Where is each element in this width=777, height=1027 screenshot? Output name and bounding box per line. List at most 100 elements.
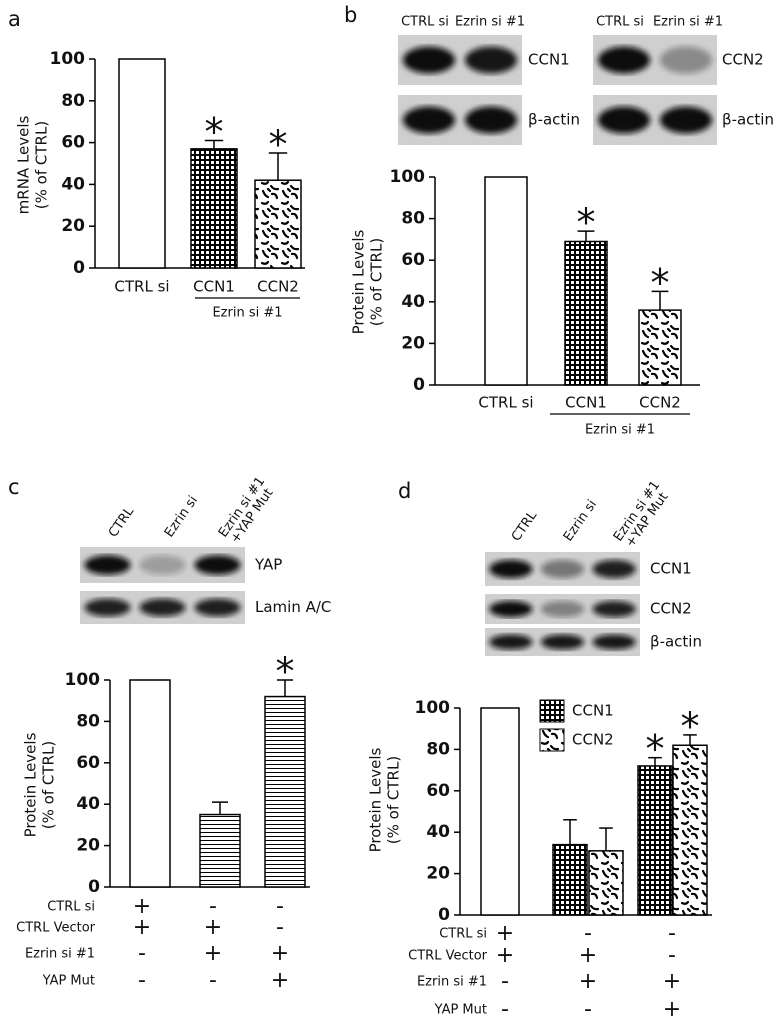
condition-mark: + <box>271 941 289 966</box>
blot-band <box>489 600 533 618</box>
bar <box>129 679 171 888</box>
significance: * <box>276 650 295 694</box>
legend-swatch <box>539 699 565 723</box>
lane-label: Ezrin si #1 <box>653 15 723 30</box>
x-tick-label: CCN2 <box>257 278 299 296</box>
condition-mark: + <box>663 997 681 1022</box>
condition-mark: - <box>584 921 592 946</box>
bar <box>638 309 682 386</box>
blot-band <box>597 46 651 74</box>
condition-mark: + <box>579 943 597 968</box>
blot-band <box>540 559 585 579</box>
blot-label: β-actin <box>722 111 774 129</box>
x-tick-label: CTRL si <box>114 278 169 296</box>
y-tick-label: 20 <box>76 836 100 856</box>
y-axis-label: (% of CTRL) <box>368 238 386 326</box>
y-tick-label: 100 <box>390 167 426 187</box>
condition-label: CTRL Vector <box>16 921 96 936</box>
condition-mark: + <box>496 943 514 968</box>
y-axis-label: (% of CTRL) <box>40 741 58 829</box>
condition-label: YAP Mut <box>42 974 95 989</box>
condition-mark: - <box>276 894 284 919</box>
significance: * <box>577 201 596 245</box>
y-tick-label: 0 <box>413 375 425 395</box>
blot-band <box>464 46 518 74</box>
y-tick-label: 80 <box>76 711 100 731</box>
blot-band <box>489 634 533 650</box>
y-tick-label: 0 <box>88 877 100 897</box>
y-tick-label: 80 <box>61 91 85 111</box>
y-tick-label: 60 <box>426 781 450 801</box>
significance: * <box>205 110 224 154</box>
panel-label: a <box>8 7 21 31</box>
x-tick-label: CTRL si <box>478 394 533 412</box>
bar <box>637 765 673 916</box>
bar <box>254 179 302 269</box>
group-label: Ezrin si #1 <box>212 306 282 321</box>
y-tick-label: 100 <box>415 698 451 718</box>
bar <box>190 148 238 269</box>
legend-label: CCN1 <box>572 702 614 720</box>
condition-label: Ezrin si #1 <box>417 975 487 990</box>
condition-label: CTRL Vector <box>408 949 488 964</box>
y-tick-label: 0 <box>73 258 85 278</box>
bar <box>484 176 528 386</box>
lane-label: Ezrin si <box>162 493 201 540</box>
blot-label: CCN1 <box>528 51 570 69</box>
condition-label: CTRL si <box>439 927 487 942</box>
condition-mark: - <box>276 915 284 940</box>
condition-mark: - <box>668 921 676 946</box>
y-tick-label: 40 <box>426 822 450 842</box>
blot-band <box>659 106 713 134</box>
blot-band <box>464 106 518 134</box>
condition-mark: + <box>204 941 222 966</box>
blot-label: Lamin A/C <box>255 598 331 616</box>
bar <box>118 58 166 269</box>
significance: * <box>269 123 288 167</box>
y-tick-label: 60 <box>61 133 85 153</box>
bar <box>564 240 608 386</box>
condition-mark: + <box>663 969 681 994</box>
blot-label: CCN1 <box>650 560 692 578</box>
condition-label: CTRL si <box>47 900 95 915</box>
y-tick-label: 0 <box>438 905 450 925</box>
condition-label: Ezrin si #1 <box>25 947 95 962</box>
blot-band <box>540 634 585 650</box>
blot-label: YAP <box>254 556 282 574</box>
lane-label: CTRL si <box>596 15 644 30</box>
condition-mark: - <box>501 969 509 994</box>
blot-band <box>489 559 533 579</box>
condition-label: YAP Mut <box>434 1003 487 1018</box>
bar <box>264 695 306 888</box>
y-axis-label: Protein Levels <box>22 732 40 837</box>
condition-mark: - <box>138 968 146 993</box>
significance: * <box>646 727 665 771</box>
y-tick-label: 20 <box>61 216 85 236</box>
y-tick-label: 80 <box>426 739 450 759</box>
x-tick-label: CCN1 <box>565 394 607 412</box>
blot-label: CCN2 <box>722 51 764 69</box>
lane-label: CTRL si <box>401 15 449 30</box>
blot-band <box>84 598 131 617</box>
condition-mark: + <box>133 915 151 940</box>
y-tick-label: 40 <box>401 292 425 312</box>
y-tick-label: 20 <box>426 864 450 884</box>
significance: * <box>681 704 700 748</box>
blot-label: β-actin <box>528 111 580 129</box>
y-axis-label: Protein Levels <box>350 229 368 334</box>
blot-band <box>659 46 713 74</box>
blot-band <box>84 555 131 575</box>
bar <box>672 744 708 916</box>
y-axis-label: (% of CTRL) <box>33 121 51 209</box>
bar <box>552 843 588 916</box>
x-tick-label: CCN2 <box>639 394 681 412</box>
blot-label: CCN2 <box>650 600 692 618</box>
blot-band <box>592 600 636 618</box>
blot-band <box>139 598 186 617</box>
lane-label: CTRL <box>106 504 138 540</box>
bar <box>199 813 241 888</box>
blot-band <box>194 555 241 575</box>
y-tick-label: 40 <box>61 174 85 194</box>
blot-band <box>540 600 585 618</box>
